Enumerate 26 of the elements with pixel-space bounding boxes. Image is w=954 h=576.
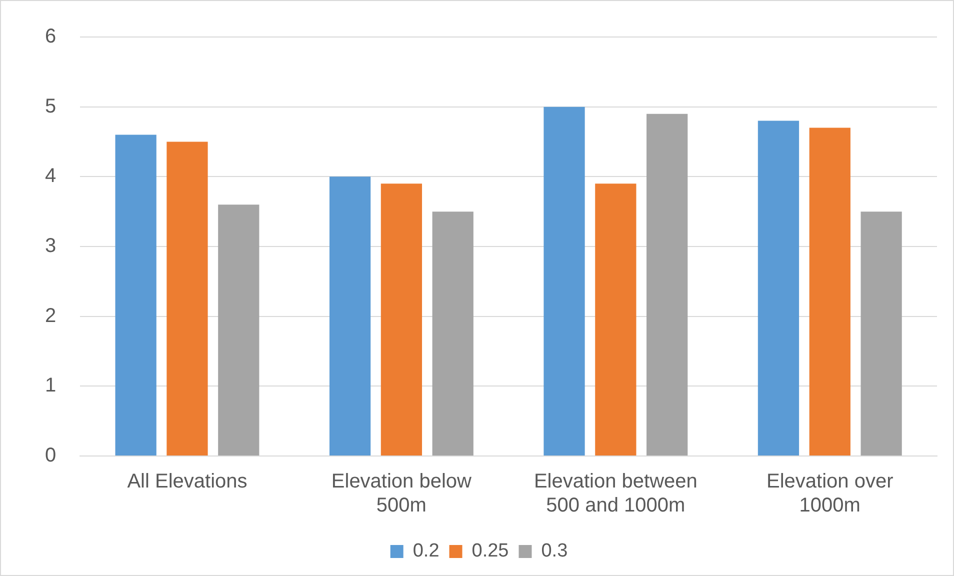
bar — [432, 212, 474, 456]
bar — [860, 212, 902, 456]
bar — [115, 134, 156, 456]
bar — [218, 204, 260, 456]
x-tick-label: All Elevations — [127, 470, 248, 493]
legend-label: 0.3 — [541, 540, 568, 562]
bar — [595, 184, 636, 456]
bar — [544, 106, 585, 456]
x-tick-label: Elevation below 500m — [331, 470, 472, 517]
legend-label: 0.25 — [472, 540, 509, 562]
bar — [166, 142, 208, 456]
x-tick-label: Elevation over 1000m — [766, 470, 894, 517]
bar — [646, 114, 688, 456]
bar — [758, 120, 800, 456]
bar — [380, 184, 422, 456]
y-tick-label: 1 — [45, 374, 56, 397]
x-tick-label: Elevation between 500 and 1000m — [534, 470, 698, 517]
bar — [329, 176, 371, 456]
y-tick-label: 4 — [45, 165, 56, 188]
y-tick-label: 2 — [45, 304, 56, 327]
y-tick-label: 5 — [45, 95, 56, 118]
bar — [809, 128, 850, 456]
legend-label: 0.2 — [412, 540, 440, 562]
y-tick-label: 3 — [45, 235, 56, 258]
y-tick-label: 0 — [45, 444, 56, 467]
y-tick-label: 6 — [45, 26, 56, 48]
